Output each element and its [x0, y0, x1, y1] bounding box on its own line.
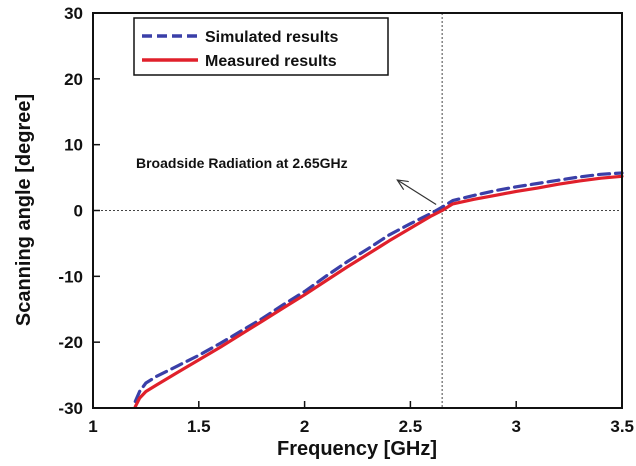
series-line-simulated: [133, 171, 624, 403]
legend-box: [133, 17, 389, 76]
series-layer: [133, 171, 624, 409]
annotation-arrow: [398, 181, 437, 206]
x-tick-label: 1: [88, 417, 97, 436]
y-tick-label: 20: [64, 70, 83, 89]
x-ticks: 1 1.5 2 2.5 3 3.5: [88, 401, 634, 436]
x-tick-label: 2.5: [399, 417, 423, 436]
x-tick-label: 1.5: [187, 417, 211, 436]
legend-label-measured: Measured results: [205, 53, 337, 70]
y-tick-label: 30: [64, 4, 83, 23]
legend-label-simulated: Simulated results: [205, 29, 338, 46]
x-tick-label: 3.5: [610, 417, 634, 436]
y-tick-label: 0: [74, 202, 83, 221]
y-tick-label: 10: [64, 136, 83, 155]
y-tick-label: -20: [58, 333, 83, 352]
y-tick-label: -30: [58, 399, 83, 418]
annotation: Broadside Radiation at 2.65GHz: [136, 155, 437, 206]
series-line-measured: [133, 174, 624, 409]
x-tick-label: 3: [511, 417, 520, 436]
x-axis-title: Frequency [GHz]: [277, 438, 437, 460]
y-tick-label: -10: [58, 267, 83, 286]
y-ticks: 30 20 10 0 -10 -20 -30: [58, 4, 100, 418]
y-axis-title: Scanning angle [degree]: [13, 94, 35, 326]
annotation-label: Broadside Radiation at 2.65GHz: [136, 155, 348, 171]
legend: Simulated results Measured results: [133, 17, 389, 76]
x-tick-label: 2: [300, 417, 309, 436]
